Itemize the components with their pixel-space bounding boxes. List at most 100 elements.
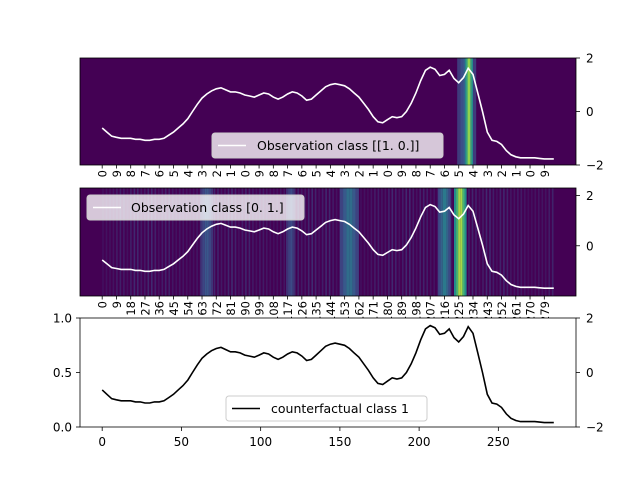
background-stripe xyxy=(133,188,136,296)
background-stripe xyxy=(297,188,299,296)
x-tick-label: 9 xyxy=(253,170,267,177)
background-stripe xyxy=(227,188,230,296)
importance-band-0-strip-2 xyxy=(204,188,207,296)
background-stripe xyxy=(415,188,418,296)
background-stripe xyxy=(482,188,484,296)
x-tick-label: 250 xyxy=(487,435,510,449)
background-stripe xyxy=(388,188,390,296)
x-tick-label: 200 xyxy=(408,435,431,449)
background-stripe xyxy=(544,188,547,296)
importance-band-1-strip-3 xyxy=(290,188,293,296)
importance-band-3-strip-3 xyxy=(444,188,447,296)
x-tick-label: 54 xyxy=(181,301,195,316)
background-stripe xyxy=(255,188,258,296)
panel-top-series-line xyxy=(101,66,554,160)
x-tick-label: 90 xyxy=(238,301,252,316)
x-tick-label: 9 xyxy=(395,170,409,177)
importance-band-3-strip-5 xyxy=(448,188,451,296)
x-tick-label: 0 xyxy=(524,170,538,177)
background-stripe xyxy=(436,188,439,296)
background-stripe xyxy=(192,188,195,296)
panel-middle-legend-label: Observation class [0. 1.] xyxy=(131,200,284,215)
background-stripe xyxy=(252,188,254,296)
background-stripe xyxy=(213,188,216,296)
x-tick-label: 108 xyxy=(267,301,281,323)
x-tick-label: 3 xyxy=(338,170,352,177)
panel-bottom: 0 50 100 150 200 250 0.0 0.5 1.0 2 0 −2 counterfa… xyxy=(53,312,604,450)
x-tick-label: 6 xyxy=(153,170,167,177)
x-tick-label: 8 xyxy=(124,170,138,177)
x-tick-label: 225 xyxy=(452,301,466,323)
background-stripe xyxy=(161,188,164,296)
x-tick-label: 4 xyxy=(324,170,338,177)
background-stripe xyxy=(363,188,366,296)
background-stripe xyxy=(426,188,428,296)
background-stripe xyxy=(335,188,338,296)
background-stripe xyxy=(151,188,153,296)
background-stripe xyxy=(185,188,188,296)
x-tick-label: 3 xyxy=(481,170,495,177)
background-stripe xyxy=(402,188,404,296)
x-tick-label: 2 xyxy=(210,170,224,177)
panel-top-legend-box xyxy=(211,132,444,159)
background-stripe xyxy=(475,188,477,296)
x-tick-label: 270 xyxy=(524,301,538,323)
panel-middle-x-ticks: 0 9 18 27 36 45 54 63 72 81 90 99 108 117 126 135 144 153… xyxy=(96,296,552,323)
background-stripe xyxy=(311,188,313,296)
y-right-tick-label: 0 xyxy=(586,366,594,380)
importance-band-3-strip-0 xyxy=(438,188,441,296)
background-stripe xyxy=(164,188,167,296)
x-tick-label: 234 xyxy=(466,301,480,323)
background-stripe xyxy=(259,188,261,296)
panel-bottom-y-right-ticks: 2 0 −2 xyxy=(576,312,604,435)
background-stripe xyxy=(178,188,181,296)
background-stripe xyxy=(485,188,488,296)
background-stripe xyxy=(538,188,540,296)
background-stripe xyxy=(196,188,198,296)
background-stripe xyxy=(541,188,544,296)
x-tick-label: 126 xyxy=(295,301,309,323)
panel-top-legend: Observation class [[1. 0.]] xyxy=(211,132,444,159)
background-stripe xyxy=(171,188,174,296)
background-stripe xyxy=(503,188,505,296)
background-stripe xyxy=(384,188,387,296)
panel-top-y-right-ticks: 2 0 −2 xyxy=(576,52,604,173)
importance-band-4-strip-1 xyxy=(456,188,459,296)
y-left-tick-label: 0.0 xyxy=(53,421,72,435)
background-stripe xyxy=(112,188,115,296)
background-stripe xyxy=(269,188,272,296)
background-stripe xyxy=(433,188,435,296)
background-stripe xyxy=(332,188,334,296)
background-stripe xyxy=(147,188,150,296)
importance-band-0-strip-0 xyxy=(200,188,203,296)
background-stripe xyxy=(123,188,125,296)
background-stripe xyxy=(105,188,108,296)
importance-band-0-strip-1 xyxy=(202,188,205,296)
background-stripe xyxy=(234,188,237,296)
background-stripe xyxy=(273,188,275,296)
background-stripe xyxy=(276,188,279,296)
panel-middle-y-right-ticks: 20 xyxy=(576,189,594,253)
x-tick-label: 6 xyxy=(295,170,309,177)
background-stripe xyxy=(137,188,139,296)
panel-top-legend-label: Observation class [[1. 0.]] xyxy=(257,138,419,153)
x-tick-label: 1 xyxy=(367,170,381,177)
background-stripe xyxy=(328,188,331,296)
x-tick-label: 18 xyxy=(124,301,138,316)
background-stripe xyxy=(405,188,408,296)
background-stripe xyxy=(241,188,244,296)
importance-band-1-strip-0 xyxy=(465,58,467,165)
panel-middle-series-line xyxy=(101,203,554,289)
importance-band-3-strip-4 xyxy=(446,188,449,296)
background-stripe xyxy=(238,188,240,296)
background-stripe xyxy=(412,188,415,296)
importance-band-0-strip-1 xyxy=(460,58,464,165)
background-stripe xyxy=(551,188,554,296)
background-stripe xyxy=(370,188,373,296)
x-tick-label: 279 xyxy=(538,301,552,323)
background-stripe xyxy=(140,188,143,296)
x-tick-label: 72 xyxy=(210,301,224,316)
importance-band-1-strip-4 xyxy=(470,58,472,165)
background-stripe xyxy=(300,188,303,296)
